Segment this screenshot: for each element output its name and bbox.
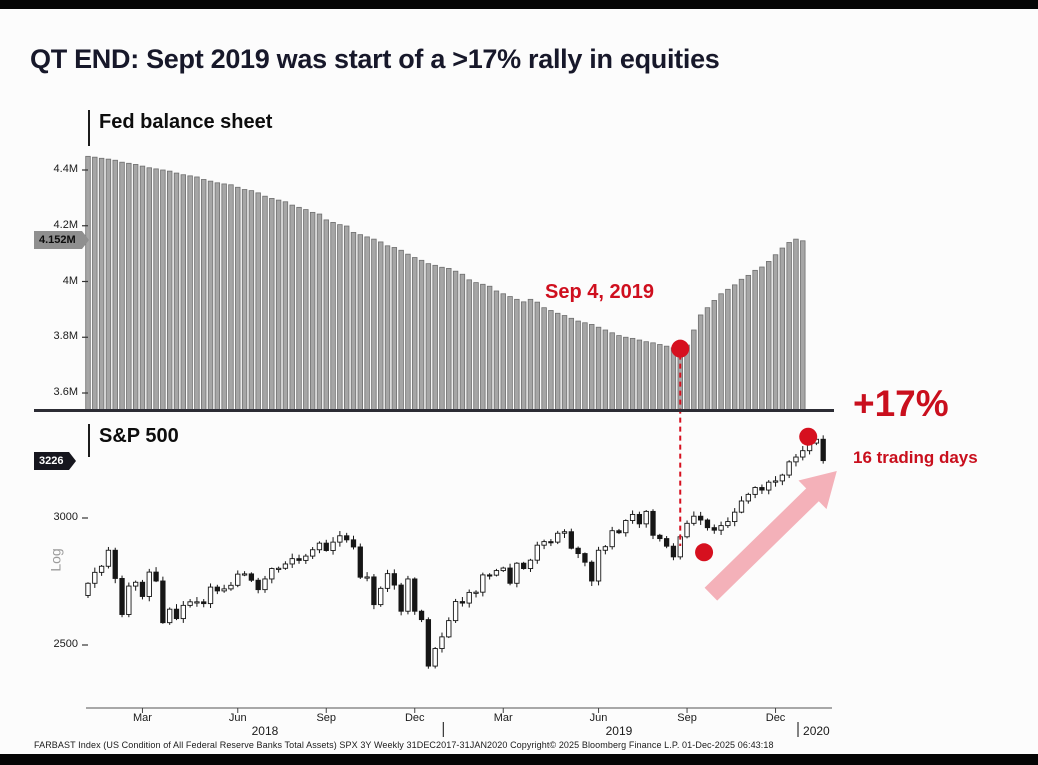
spx-panel-title: S&P 500 (99, 425, 179, 447)
panel-divider (34, 409, 834, 412)
rally-percent-annotation: +17% (853, 383, 949, 424)
x-axis-year-label: 2019 (605, 724, 633, 738)
x-axis-month-label: Sep (316, 712, 337, 724)
x-axis-month-label: Jun (228, 712, 247, 724)
fed-y-tick-label: 3.6M (53, 386, 78, 398)
fed-y-tick-label: 3.8M (53, 330, 78, 343)
x-axis-month-label: Mar (493, 712, 513, 724)
letterbox-bottom (0, 754, 1038, 765)
fed-y-tick-label: 4M (62, 274, 78, 287)
spx-y-tick-label: 3000 (53, 511, 78, 523)
page-title: QT END: Sept 2019 was start of a >17% ra… (30, 44, 720, 74)
letterbox-top (0, 0, 1038, 9)
fed-y-tick-label: 4.4M (53, 163, 78, 175)
spx-log-scale-label: Log (47, 548, 64, 572)
x-axis-month-label: Dec (765, 712, 786, 724)
x-axis-month-label: Mar (132, 712, 152, 724)
spx-last-value-badge: 3226 (34, 452, 78, 470)
x-axis-month-label: Jun (589, 712, 608, 724)
x-axis-month-label: Sep (677, 712, 697, 724)
x-axis-year-label: 2020 (803, 724, 830, 738)
x-axis-year-label: 2018 (251, 724, 279, 738)
fed-panel-title: Fed balance sheet (99, 111, 273, 133)
fed-y-tick-label: 4.2M (53, 218, 78, 231)
fed-last-value-badge: 4.152M (34, 231, 89, 249)
rally-duration-annotation: 16 trading days (853, 448, 978, 467)
sep4-2019-annotation: Sep 4, 2019 (545, 281, 654, 303)
bloomberg-footer: FARBAST Index (US Condition of All Feder… (34, 740, 774, 750)
x-axis-month-label: Dec (404, 712, 425, 724)
spx-y-tick-label: 2500 (53, 638, 78, 650)
spx-axis-spine (88, 424, 90, 457)
fed-axis-spine (88, 110, 90, 146)
